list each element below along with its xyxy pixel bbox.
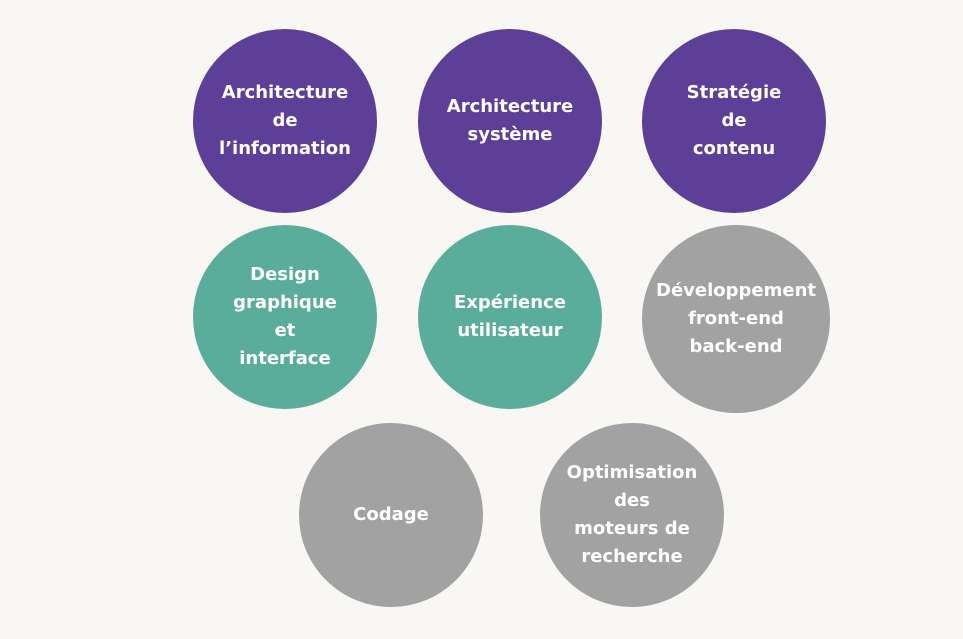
circle-label: Architecture système <box>446 96 574 145</box>
circle-architecture-information: Architecture de l’information <box>193 29 377 213</box>
circle-label: Optimisation des moteurs de recherche <box>566 462 698 567</box>
circle-experience-utilisateur: Expérience utilisateur <box>418 225 602 409</box>
circle-label: Développement front-end back-end <box>656 280 816 357</box>
circle-design-graphique-interface: Design graphique et interface <box>193 225 377 409</box>
circle-label: Stratégie de contenu <box>686 82 782 159</box>
circle-label: Design graphique et interface <box>233 264 337 369</box>
circle-label: Expérience utilisateur <box>454 292 566 341</box>
circle-architecture-systeme: Architecture système <box>418 29 602 213</box>
circle-label: Codage <box>353 504 429 525</box>
circle-codage: Codage <box>299 423 483 607</box>
circle-optimisation-moteurs-recherche: Optimisation des moteurs de recherche <box>540 423 724 607</box>
circle-label: Architecture de l’information <box>219 82 351 159</box>
circle-developpement: Développement front-end back-end <box>642 225 830 413</box>
circle-strategie-contenu: Stratégie de contenu <box>642 29 826 213</box>
